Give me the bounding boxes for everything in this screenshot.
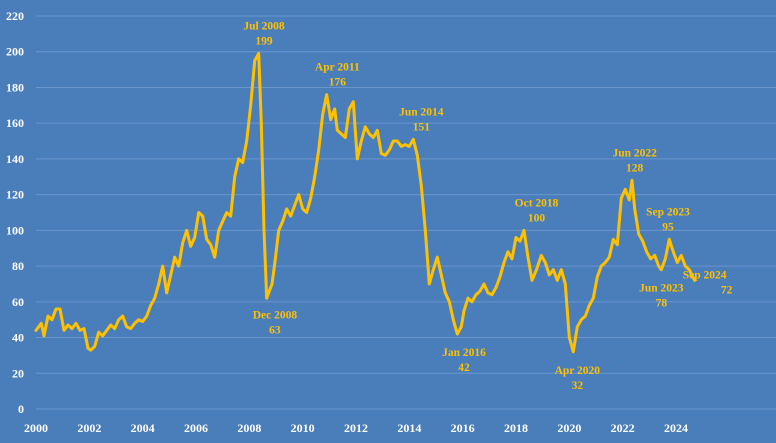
y-tick-label: 140 xyxy=(6,152,24,166)
annotation-date: Jul 2008 xyxy=(243,21,284,33)
annotation-value: 100 xyxy=(528,212,546,224)
y-tick-label: 40 xyxy=(12,331,24,345)
y-tick-label: 100 xyxy=(6,223,24,237)
annotation-date: Sep 2024 xyxy=(683,269,727,281)
annotation-date: Apr 2011 xyxy=(315,62,360,74)
x-tick-label: 2010 xyxy=(291,421,315,435)
annotation-value: 32 xyxy=(572,380,584,392)
x-tick-label: 2022 xyxy=(611,421,635,435)
annotation-date: Sep 2023 xyxy=(646,206,690,218)
y-axis-ticks: 0 20 40 60 80 100 120 140 160 180 200 220 xyxy=(6,9,24,416)
x-tick-label: 2000 xyxy=(24,421,48,435)
x-axis-ticks: 2000 2002 2004 2006 2008 2010 2012 2014 2016 2018… xyxy=(24,421,688,435)
y-tick-label: 160 xyxy=(6,116,24,130)
annotation-date: Jun 2014 xyxy=(399,106,444,118)
annotation-value: 95 xyxy=(662,221,674,233)
y-tick-label: 120 xyxy=(6,188,24,202)
x-tick-label: 2024 xyxy=(664,421,688,435)
annotations: Jul 2008 199 Dec 2008 63 Apr 2011 176 Jun 2014… xyxy=(243,21,732,392)
x-tick-label: 2002 xyxy=(77,421,101,435)
y-tick-label: 80 xyxy=(12,259,24,273)
x-tick-label: 2020 xyxy=(557,421,581,435)
x-tick-label: 2018 xyxy=(504,421,528,435)
x-tick-label: 2016 xyxy=(451,421,475,435)
annotation-value: 128 xyxy=(626,162,644,174)
x-tick-label: 2012 xyxy=(344,421,368,435)
annotation-value: 63 xyxy=(269,324,281,336)
annotation-value: 199 xyxy=(255,36,273,48)
annotation-date: Apr 2020 xyxy=(555,365,601,377)
x-tick-label: 2014 xyxy=(397,421,421,435)
y-tick-label: 220 xyxy=(6,9,24,23)
annotation-value: 42 xyxy=(458,362,470,374)
annotation-value: 176 xyxy=(329,77,347,89)
gridlines xyxy=(36,15,776,410)
annotation-value: 78 xyxy=(656,298,668,310)
x-tick-label: 2008 xyxy=(237,421,261,435)
y-tick-label: 60 xyxy=(12,295,24,309)
annotation-date: Jun 2022 xyxy=(612,147,657,159)
annotation-value: 72 xyxy=(721,284,733,296)
y-tick-label: 20 xyxy=(12,366,24,380)
annotation-date: Jan 2016 xyxy=(442,347,486,359)
annotation-date: Oct 2018 xyxy=(515,197,559,209)
x-tick-label: 2006 xyxy=(184,421,208,435)
annotation-date: Dec 2008 xyxy=(253,309,298,321)
y-tick-label: 0 xyxy=(18,402,24,416)
y-tick-label: 180 xyxy=(6,80,24,94)
price-series-line xyxy=(34,52,697,354)
annotation-value: 151 xyxy=(413,121,431,133)
annotation-date: Jun 2023 xyxy=(639,283,684,295)
x-tick-label: 2004 xyxy=(131,421,155,435)
y-tick-label: 200 xyxy=(6,45,24,59)
